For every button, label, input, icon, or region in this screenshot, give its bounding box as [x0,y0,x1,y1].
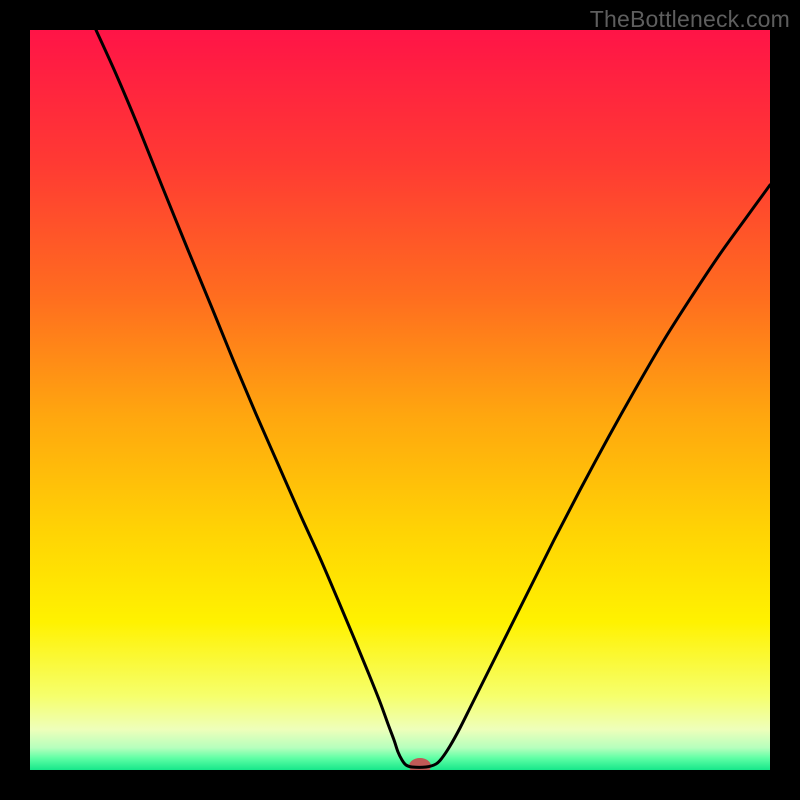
watermark-text: TheBottleneck.com [590,6,790,33]
bottleneck-chart [30,30,770,770]
figure-frame: TheBottleneck.com [0,0,800,800]
chart-background [30,30,770,770]
